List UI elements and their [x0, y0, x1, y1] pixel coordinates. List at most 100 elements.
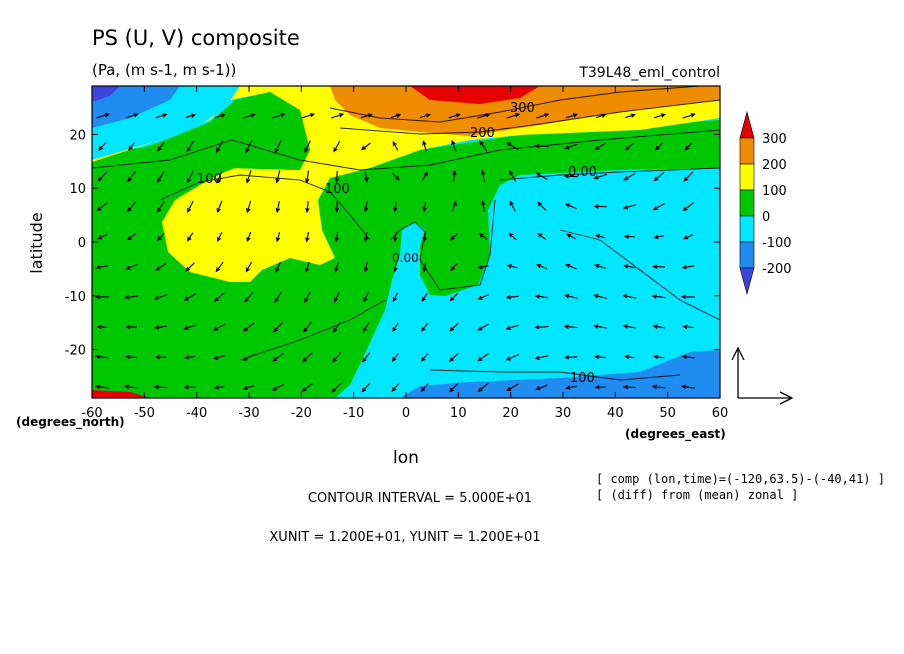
- wind-vector: [242, 385, 255, 390]
- wind-vector: [391, 172, 400, 181]
- wind-vector: [509, 170, 517, 182]
- filled-contour-field: [92, 86, 720, 398]
- wind-vector: [212, 323, 226, 331]
- wind-vector: [534, 143, 549, 149]
- wind-vector: [595, 113, 607, 119]
- wind-vector: [187, 200, 194, 214]
- chart-subtitle: (Pa, (m s-1, m s-1)): [92, 61, 236, 79]
- wind-vector: [96, 202, 108, 212]
- y-axis-title: latitude: [27, 212, 46, 273]
- wind-vector: [565, 263, 577, 270]
- wind-vector: [245, 261, 253, 273]
- wind-vector: [274, 291, 283, 303]
- wind-vector: [245, 140, 253, 154]
- wind-vector: [534, 324, 549, 330]
- wind-vector: [448, 113, 461, 119]
- wind-vector: [480, 200, 486, 212]
- wind-vector: [305, 231, 310, 243]
- wind-vector: [682, 202, 694, 212]
- experiment-label: T39L48_eml_control: [578, 65, 720, 81]
- wind-vector: [275, 170, 281, 184]
- wind-vector: [94, 294, 109, 300]
- wind-vector: [274, 140, 282, 154]
- wind-vector: [390, 113, 402, 119]
- wind-vector: [653, 113, 666, 119]
- wind-vector: [565, 385, 577, 390]
- wind-vector: [652, 203, 666, 211]
- wind-vector: [95, 354, 109, 359]
- wind-vector: [154, 325, 167, 330]
- wind-vector: [593, 293, 608, 300]
- x-tick-label: -10: [343, 406, 364, 421]
- wind-vector: [391, 352, 399, 362]
- wind-vector: [360, 142, 371, 151]
- wind-vector: [275, 231, 281, 243]
- wind-vector: [124, 354, 138, 360]
- wind-vector: [304, 291, 311, 304]
- wind-vector: [564, 294, 578, 299]
- wind-vector: [625, 113, 636, 119]
- wind-vector: [364, 171, 369, 183]
- wind-vector: [478, 233, 488, 240]
- wind-vector: [449, 233, 458, 241]
- wind-vector: [506, 113, 521, 119]
- wind-vector: [449, 322, 459, 332]
- wind-vector: [623, 234, 635, 239]
- wind-vector: [304, 261, 310, 273]
- wind-vector: [535, 172, 548, 181]
- wind-vector: [622, 204, 637, 210]
- wind-vector: [128, 142, 136, 151]
- wind-vector: [624, 354, 635, 360]
- wind-vector: [681, 354, 695, 359]
- wind-vector: [304, 140, 311, 154]
- wind-vector: [393, 262, 398, 273]
- colorbar-segment: [739, 137, 755, 165]
- wind-vector: [535, 384, 548, 391]
- x-tick-label: 20: [502, 406, 519, 421]
- wind-vector: [420, 352, 429, 362]
- wind-vector: [363, 292, 369, 303]
- wind-vector: [332, 321, 341, 333]
- wind-vector: [654, 142, 664, 151]
- wind-vector: [183, 385, 197, 390]
- wind-vector: [593, 324, 607, 329]
- wind-vector: [126, 233, 136, 241]
- colorbar-label: 200: [762, 158, 787, 173]
- wind-vector: [683, 234, 694, 240]
- wind-vector: [186, 141, 194, 153]
- wind-vector: [360, 113, 373, 119]
- wind-vector: [97, 171, 107, 182]
- wind-vector: [594, 234, 606, 239]
- wind-vector: [242, 322, 255, 332]
- wind-vector: [506, 264, 518, 269]
- wind-vector: [126, 201, 137, 213]
- colorbar-label: 100: [762, 184, 787, 199]
- contour-interval-text: CONTOUR INTERVAL = 5.000E+01: [308, 491, 532, 506]
- wind-vector: [214, 113, 226, 119]
- wind-vector: [301, 113, 316, 119]
- y-unit-label: (degrees_north): [16, 415, 125, 430]
- wind-vector: [155, 263, 167, 271]
- wind-vector: [422, 232, 427, 243]
- contour-labels: 300 200 100 100 0.00 0.00 100: [197, 101, 597, 386]
- wind-vector: [186, 170, 194, 184]
- wind-vector: [391, 383, 400, 392]
- wind-vector: [565, 113, 579, 119]
- wind-vector: [125, 324, 138, 330]
- wind-vector: [653, 171, 665, 182]
- wind-vector: [563, 324, 578, 329]
- y-tick-label: 10: [69, 182, 86, 197]
- wind-vector: [682, 113, 696, 119]
- wind-vector: [566, 233, 576, 240]
- wind-vector: [505, 294, 519, 300]
- wind-vector: [185, 113, 197, 119]
- wind-vector: [125, 263, 138, 270]
- wind-vector: [682, 324, 694, 330]
- wind-vector: [334, 232, 339, 243]
- wind-vector: [419, 113, 431, 119]
- wind-vector: [185, 262, 195, 272]
- wind-vector: [477, 113, 491, 119]
- wind-vector: [508, 232, 517, 241]
